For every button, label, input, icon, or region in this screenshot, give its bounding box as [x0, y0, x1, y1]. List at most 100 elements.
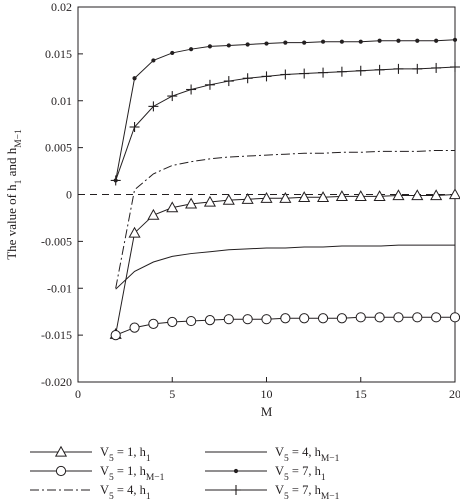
data-point — [302, 40, 307, 45]
data-point — [226, 43, 231, 48]
series-1 — [110, 312, 460, 341]
legend-marker — [231, 485, 241, 495]
data-point — [358, 39, 363, 44]
legend-text-sub: 5 — [284, 473, 289, 483]
legend-entry: V5 = 4, h1 — [30, 483, 151, 500]
legend-text-part: = 1, h — [114, 464, 147, 478]
y-tick-label: 0.01 — [51, 94, 72, 108]
data-point — [167, 91, 178, 102]
data-point — [129, 122, 140, 132]
data-point — [415, 38, 420, 43]
data-point — [355, 65, 366, 76]
data-point — [339, 39, 344, 44]
data-point — [355, 312, 366, 323]
data-point — [449, 312, 460, 323]
data-point — [261, 314, 272, 325]
data-point — [245, 42, 250, 47]
data-point — [110, 175, 121, 186]
legend-entry: V5 = 4, hM−1 — [205, 445, 340, 464]
y-tick-label: -0.005 — [41, 234, 72, 248]
data-point — [148, 101, 159, 112]
data-point — [264, 41, 269, 46]
legend-entry: V5 = 1, hM−1 — [30, 464, 165, 483]
y-tick-label: 0.005 — [45, 141, 72, 155]
data-point — [430, 189, 443, 201]
data-point — [222, 193, 235, 205]
legend-text-part: = 7, h — [289, 483, 322, 497]
data-point — [412, 63, 423, 74]
x-tick-label: 0 — [75, 387, 81, 401]
y-axis-title-sub: M−1 — [14, 129, 24, 148]
data-point — [396, 38, 401, 43]
y-tick-label: -0.01 — [47, 281, 72, 295]
data-point — [128, 226, 141, 238]
series-2 — [115, 149, 455, 289]
data-point — [147, 208, 160, 220]
legend-marker — [54, 445, 68, 457]
data-point — [241, 192, 254, 204]
y-tick-label: 0.015 — [45, 47, 72, 61]
data-point — [298, 191, 311, 202]
data-point — [132, 76, 137, 81]
data-point — [166, 201, 179, 213]
x-tick-label: 20 — [449, 387, 460, 401]
data-point — [317, 313, 329, 324]
series-3 — [115, 244, 455, 290]
data-point — [299, 313, 310, 324]
data-point — [335, 190, 348, 202]
data-point — [336, 66, 347, 77]
legend-text-part: V — [100, 464, 109, 478]
legend-text-part: = 4, h — [289, 445, 322, 459]
series-line — [115, 244, 455, 290]
legend-entry: V5 = 7, hM−1 — [205, 483, 340, 500]
data-point — [223, 314, 234, 325]
data-point — [186, 315, 197, 327]
y-axis-title-sub: 1 — [14, 179, 24, 184]
data-point — [354, 190, 367, 202]
data-point — [110, 330, 121, 341]
plot-area: -0.020 -0.015 -0.01 -0.005 0 0.005 0.01 0.015 0.… — [4, 0, 460, 419]
series-line — [115, 66, 456, 181]
legend-text-sub: 1 — [146, 454, 151, 464]
data-point — [242, 73, 253, 84]
data-point — [283, 40, 288, 45]
data-point — [279, 192, 292, 203]
data-point — [431, 312, 442, 323]
legend-text-sub: 1 — [321, 473, 326, 483]
series-4 — [113, 37, 458, 183]
legend-text-part: = 4, h — [114, 483, 147, 497]
data-point — [129, 322, 140, 333]
legend-text-sub: M−1 — [321, 454, 340, 464]
x-axis-title: M — [261, 404, 273, 419]
data-point — [207, 44, 213, 49]
y-axis-title: The value of h1 and hM−1 — [4, 129, 24, 260]
legend-text-sub: 5 — [109, 492, 114, 500]
data-point — [204, 315, 216, 326]
series-line — [115, 149, 455, 289]
legend-text-sub: 5 — [109, 454, 114, 464]
data-point — [411, 189, 424, 201]
data-point — [261, 71, 272, 82]
data-point — [260, 192, 273, 203]
data-point — [412, 312, 423, 323]
legend-text-sub: 5 — [284, 454, 289, 464]
data-point — [377, 38, 382, 43]
legend-label: V5 = 7, hM−1 — [275, 483, 340, 500]
data-point — [434, 38, 439, 43]
data-point — [452, 37, 458, 42]
legend-text-sub: 5 — [284, 492, 289, 500]
data-point — [374, 64, 385, 75]
data-point — [151, 58, 156, 63]
legend-text-sub: M−1 — [321, 492, 340, 500]
data-point — [393, 312, 404, 323]
legend-text-part: = 1, h — [114, 445, 147, 459]
series-5 — [110, 62, 460, 186]
legend-text-part: V — [275, 445, 284, 459]
legend-marker — [55, 465, 67, 477]
legend-label: V5 = 1, hM−1 — [100, 464, 165, 483]
data-point — [170, 50, 175, 56]
series-line — [115, 39, 456, 181]
x-tick-label: 5 — [169, 387, 175, 401]
y-axis-title-text: and h — [4, 147, 19, 179]
